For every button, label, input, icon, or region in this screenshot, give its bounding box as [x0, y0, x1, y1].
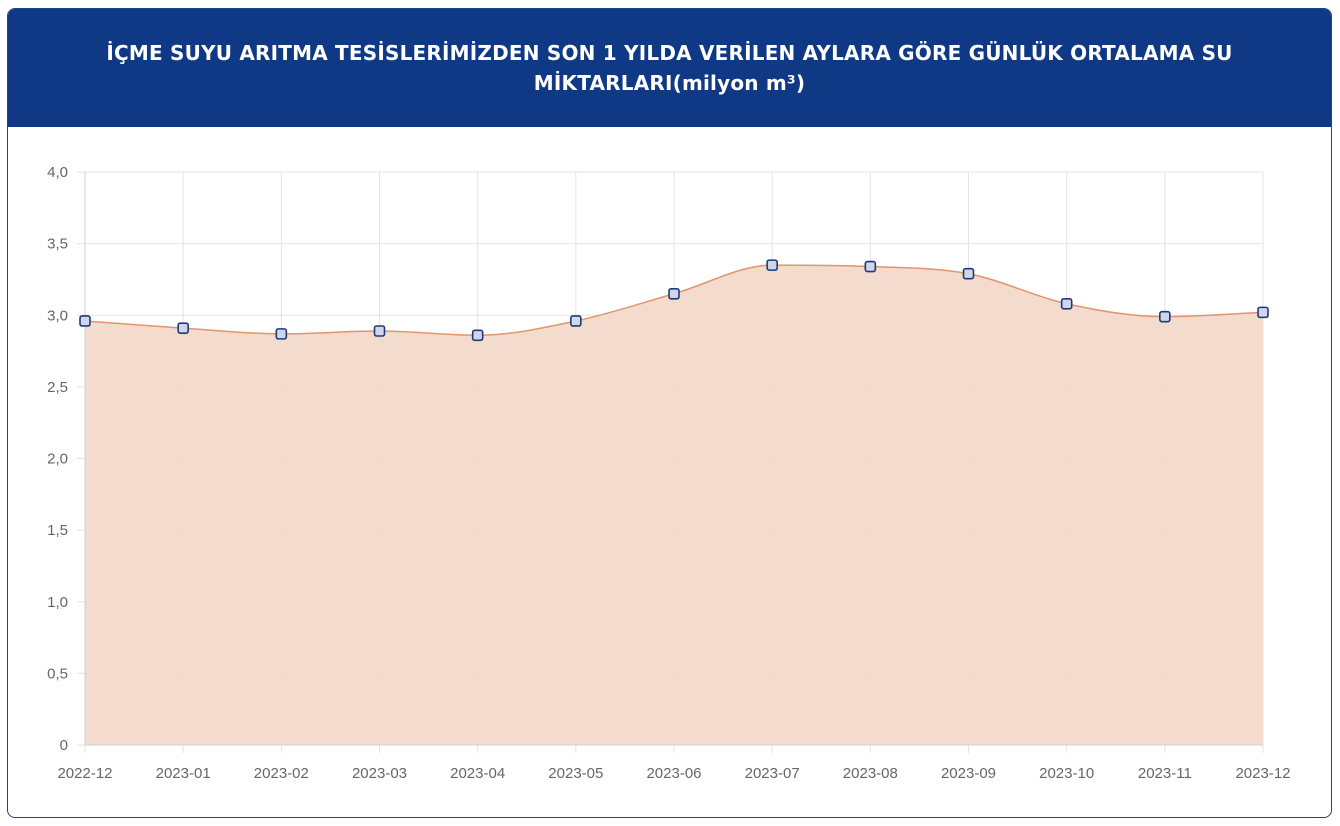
data-point-marker: [570, 315, 582, 327]
y-tick-label: 0: [60, 737, 68, 754]
y-tick-label: 0,5: [47, 665, 68, 682]
data-point-marker: [373, 325, 386, 337]
x-tick-label: 2022-12: [57, 765, 112, 782]
x-tick-label: 2023-02: [254, 765, 309, 782]
x-tick-label: 2023-09: [941, 765, 996, 782]
chart-header: İÇME SUYU ARITMA TESİSLERİMİZDEN SON 1 Y…: [8, 9, 1331, 127]
data-point-marker: [79, 315, 91, 327]
data-point-marker: [275, 328, 288, 340]
data-point-marker: [1257, 306, 1269, 319]
x-tick-label: 2023-07: [745, 765, 800, 782]
y-tick-label: 4,0: [47, 164, 68, 181]
x-tick-label: 2023-08: [843, 765, 898, 782]
data-point-marker: [766, 259, 778, 271]
data-point-marker: [864, 260, 877, 273]
data-point-marker: [1060, 297, 1073, 310]
x-tick-label: 2023-06: [646, 765, 701, 782]
x-tick-label: 2023-10: [1039, 765, 1094, 782]
data-point-marker: [1159, 310, 1171, 323]
data-point-marker: [668, 287, 680, 300]
y-tick-label: 3,0: [47, 307, 68, 324]
x-tick-label: 2023-04: [450, 765, 505, 782]
y-tick-label: 1,0: [47, 594, 68, 611]
x-tick-label: 2023-11: [1138, 765, 1192, 782]
data-point-marker: [962, 267, 975, 280]
x-tick-label: 2023-12: [1235, 765, 1290, 782]
data-point-marker: [177, 322, 189, 334]
y-tick-label: 1,5: [47, 522, 68, 539]
x-tick-label: 2023-01: [156, 765, 211, 782]
data-point-marker: [471, 329, 484, 342]
x-tick-label: 2023-03: [352, 765, 407, 782]
y-tick-label: 3,5: [47, 236, 68, 253]
chart-title: İÇME SUYU ARITMA TESİSLERİMİZDEN SON 1 Y…: [106, 41, 1233, 95]
series-area-fill: [85, 265, 1263, 745]
y-tick-label: 2,5: [47, 379, 68, 396]
y-tick-label: 2,0: [47, 451, 68, 468]
x-tick-label: 2023-05: [548, 765, 603, 782]
